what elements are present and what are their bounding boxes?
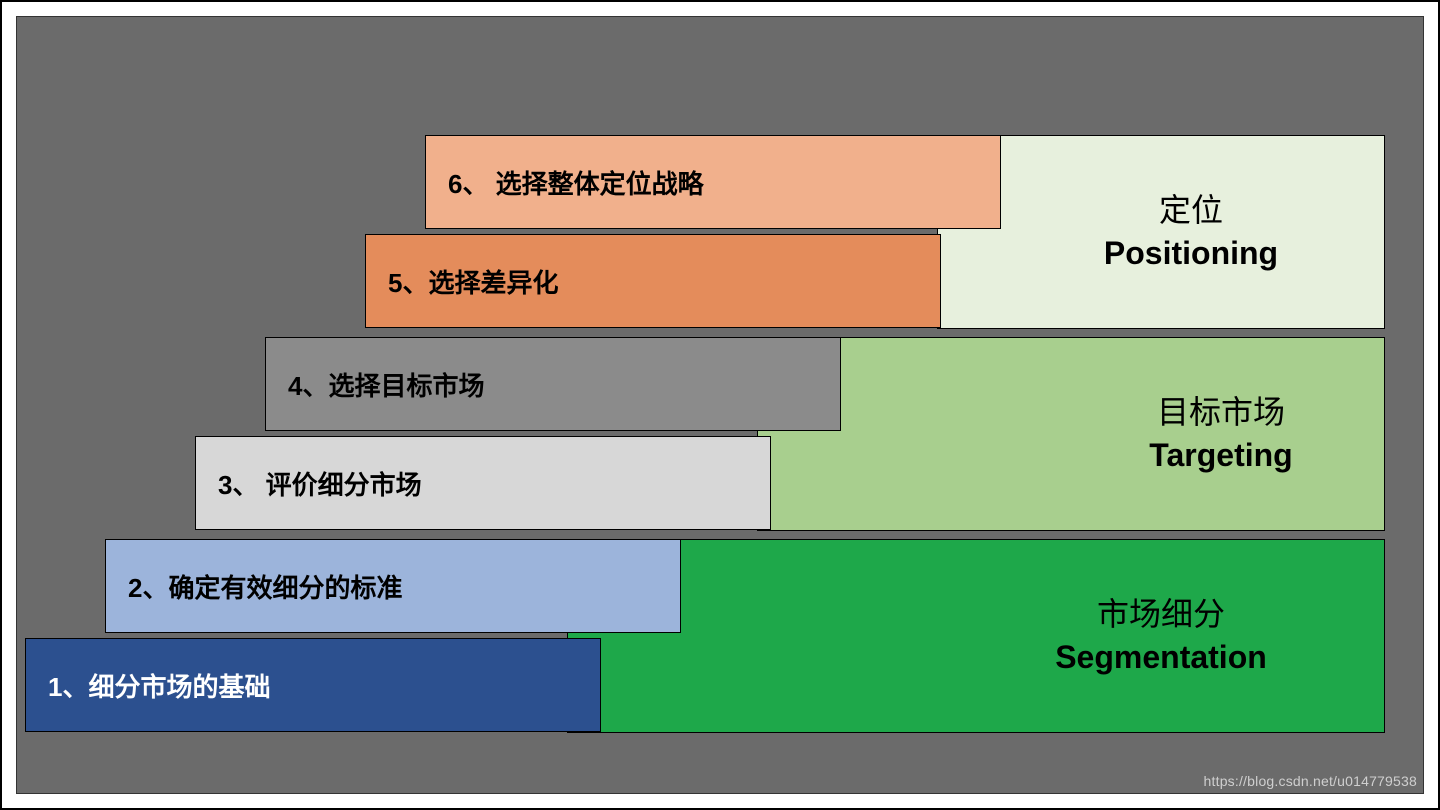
section-segmentation-label: 市场细分 Segmentation (568, 593, 1384, 679)
step-4-label: 4、选择目标市场 (266, 366, 484, 403)
step-1-label: 1、细分市场的基础 (26, 667, 270, 704)
step-5-label: 5、选择差异化 (366, 263, 558, 300)
step-3-label: 3、 评价细分市场 (196, 465, 422, 502)
step-5: 5、选择差异化 (365, 234, 941, 328)
section-segmentation: 市场细分 Segmentation (567, 539, 1385, 733)
step-2: 2、确定有效细分的标准 (105, 539, 681, 633)
watermark-text: https://blog.csdn.net/u014779538 (1204, 773, 1417, 789)
section-positioning: 定位 Positioning (937, 135, 1385, 329)
step-4: 4、选择目标市场 (265, 337, 841, 431)
diagram-canvas: 定位 Positioning 目标市场 Targeting 市场细分 Segme… (16, 16, 1424, 794)
step-6-label: 6、 选择整体定位战略 (426, 164, 704, 201)
section-targeting: 目标市场 Targeting (757, 337, 1385, 531)
section-positioning-label: 定位 Positioning (938, 189, 1384, 275)
step-3: 3、 评价细分市场 (195, 436, 771, 530)
step-2-label: 2、确定有效细分的标准 (106, 568, 402, 605)
step-1: 1、细分市场的基础 (25, 638, 601, 732)
section-targeting-label: 目标市场 Targeting (758, 391, 1384, 477)
step-6: 6、 选择整体定位战略 (425, 135, 1001, 229)
diagram-outer-frame: 定位 Positioning 目标市场 Targeting 市场细分 Segme… (0, 0, 1440, 810)
